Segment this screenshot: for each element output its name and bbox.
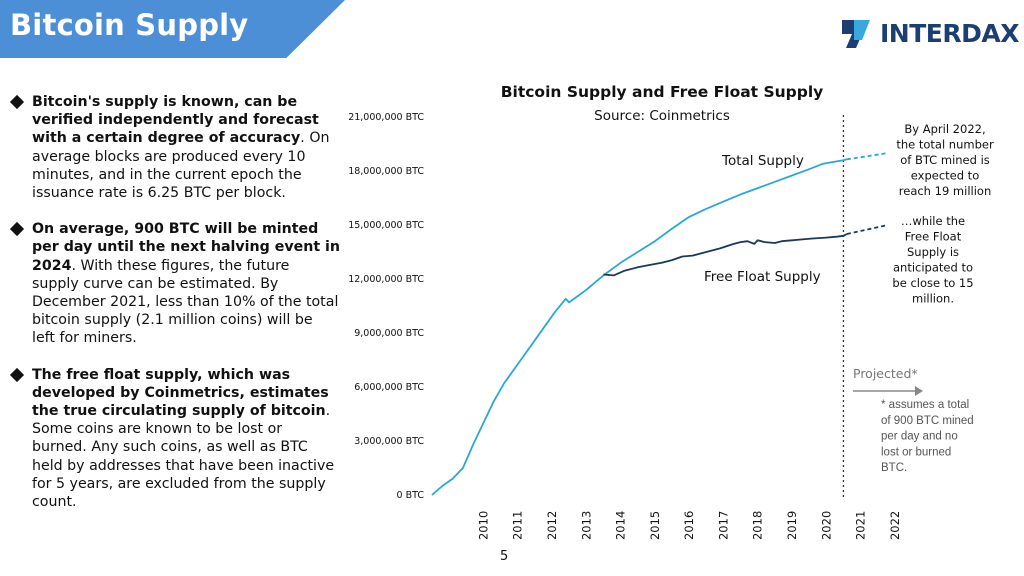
interdax-logo-icon: [842, 20, 870, 48]
x-tick-label: 2016: [682, 511, 696, 540]
footnote-line: lost or burned: [881, 446, 951, 458]
series-label-total: Total Supply: [721, 153, 804, 169]
diamond-bullet-icon: [9, 367, 25, 382]
y-tick-label: 15,000,000 BTC: [348, 220, 424, 231]
x-tick-label: 2014: [614, 511, 628, 540]
y-tick-label: 12,000,000 BTC: [348, 274, 424, 285]
x-tick-label: 2013: [579, 511, 593, 540]
y-tick-label: 9,000,000 BTC: [354, 328, 424, 339]
diamond-bullet-icon: [9, 222, 25, 237]
x-tick-label: 2020: [819, 511, 833, 540]
x-tick-label: 2021: [854, 511, 868, 540]
bullet-text: . On average blocks are produced every 1…: [32, 130, 330, 202]
bullet-bold-text: Bitcoin's supply is known, can be verifi…: [32, 94, 319, 147]
bullet-item: On average, 900 BTC will be minted per d…: [9, 220, 341, 347]
footnote-line: per day and no: [881, 431, 958, 443]
note-total-line: the total number: [896, 138, 994, 152]
y-tick-label: 18,000,000 BTC: [348, 166, 424, 177]
chart-subtitle: Source: Coinmetrics: [594, 108, 730, 124]
series-label-free-float: Free Float Supply: [704, 269, 821, 285]
bullet-text: . Some coins are known to be lost or bur…: [32, 403, 335, 511]
series-line: [846, 152, 889, 161]
page-title: Bitcoin Supply: [10, 8, 249, 42]
series-line: [431, 158, 848, 496]
footnote-line: * assumes a total: [881, 399, 969, 411]
projected-label: Projected*: [853, 366, 918, 381]
title-banner: [0, 0, 345, 58]
note-total-line: expected to: [911, 169, 979, 183]
x-tick-label: 2018: [751, 511, 765, 540]
footnote-line: BTC.: [881, 462, 907, 474]
bullet-list: Bitcoin's supply is known, can be verifi…: [9, 93, 341, 529]
x-tick-label: 2012: [545, 511, 559, 540]
x-tick-label: 2019: [785, 511, 799, 540]
note-total-line: By April 2022,: [904, 122, 985, 136]
bullet-item: The free float supply, which was develop…: [9, 366, 340, 512]
bullet-item: Bitcoin's supply is known, can be verifi…: [9, 93, 340, 202]
note-free-float-line: million.: [912, 292, 954, 306]
diamond-bullet-icon: [9, 94, 25, 110]
bullet-bold-text: The free float supply, which was develop…: [32, 366, 329, 420]
supply-chart: Bitcoin Supply and Free Float Supply Sour…: [348, 83, 994, 540]
note-total-line: reach 19 million: [899, 184, 991, 198]
page-number: 5: [500, 549, 509, 564]
series-line: [603, 233, 848, 277]
y-tick-label: 3,000,000 BTC: [354, 436, 424, 447]
x-tick-label: 2017: [716, 511, 730, 540]
y-tick-label: 6,000,000 BTC: [354, 382, 424, 393]
note-free-float-line: be close to 15: [892, 276, 973, 290]
bullet-bold-text: On average, 900 BTC will be minted per d…: [32, 221, 341, 274]
x-tick-label: 2022: [888, 511, 902, 540]
x-tick-label: 2015: [648, 511, 662, 540]
note-free-float-line: Free Float: [905, 230, 962, 244]
y-tick-label: 0 BTC: [397, 490, 425, 501]
note-total-line: of BTC mined is: [900, 153, 990, 167]
bullet-text: . With these figures, the future supply …: [32, 257, 339, 347]
y-tick-label: 21,000,000 BTC: [348, 112, 424, 123]
note-free-float-line: anticipated to: [893, 261, 973, 275]
note-free-float-line: Supply is: [907, 245, 959, 259]
x-tick-label: 2010: [476, 511, 490, 540]
projected-arrow-head: [915, 386, 923, 396]
series-line: [846, 224, 889, 235]
x-tick-label: 2011: [511, 511, 525, 540]
note-free-float-line: …while the: [901, 214, 965, 228]
footnote-line: of 900 BTC mined: [881, 415, 974, 427]
logo-text: INTERDAX: [880, 19, 1019, 48]
chart-title: Bitcoin Supply and Free Float Supply: [501, 83, 824, 101]
